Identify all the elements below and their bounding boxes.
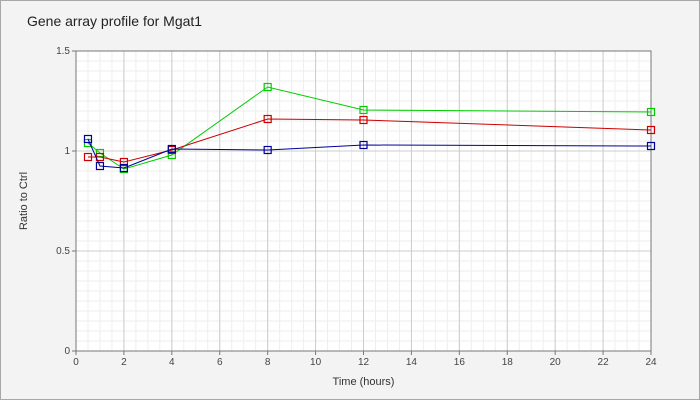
series-3 (83, 134, 656, 173)
x-tick-label: 24 (645, 357, 657, 368)
y-axis-label: Ratio to Ctrl (18, 172, 30, 230)
x-tick-label: 18 (502, 357, 514, 368)
x-tick-label: 16 (454, 357, 466, 368)
x-axis-label: Time (hours) (333, 376, 395, 388)
series-line (87, 138, 652, 169)
data-point-marker (359, 105, 368, 115)
data-point-marker (95, 161, 105, 171)
series-line (87, 118, 652, 163)
x-tick-label: 4 (169, 357, 175, 368)
data-point-marker (167, 150, 176, 160)
data-point-marker (646, 107, 656, 117)
data-point-marker (83, 134, 93, 144)
y-tick-label: 1 (64, 146, 70, 157)
data-point-marker (167, 144, 176, 154)
data-point-marker (263, 114, 272, 124)
data-point-marker (359, 115, 368, 125)
data-point-marker (646, 125, 656, 135)
x-tick-label: 22 (598, 357, 610, 368)
y-axis-ticks: 0 0.5 1 1.5 (56, 46, 76, 357)
x-tick-label: 8 (265, 357, 271, 368)
y-tick-label: 1.5 (56, 46, 70, 57)
data-point-marker (119, 157, 129, 167)
x-axis-ticks: 0 2 4 6 8 10 12 14 16 18 20 22 24 (73, 351, 657, 368)
x-tick-label: 12 (358, 357, 370, 368)
series-layer (83, 82, 656, 174)
x-tick-label: 0 (73, 357, 79, 368)
y-tick-label: 0 (64, 346, 70, 357)
data-point-marker (263, 82, 272, 92)
data-point-marker (646, 141, 656, 151)
series-2 (83, 114, 656, 167)
chart-title: Gene array profile for Mgat1 (27, 13, 203, 29)
x-tick-label: 6 (217, 357, 223, 368)
data-point-marker (119, 163, 129, 173)
data-point-marker (83, 152, 93, 162)
data-point-marker (263, 145, 272, 155)
y-tick-label: 0.5 (56, 246, 70, 257)
data-point-marker (359, 140, 368, 150)
x-tick-label: 2 (121, 357, 127, 368)
x-tick-label: 14 (406, 357, 418, 368)
x-tick-label: 10 (310, 357, 322, 368)
x-tick-label: 20 (550, 357, 562, 368)
